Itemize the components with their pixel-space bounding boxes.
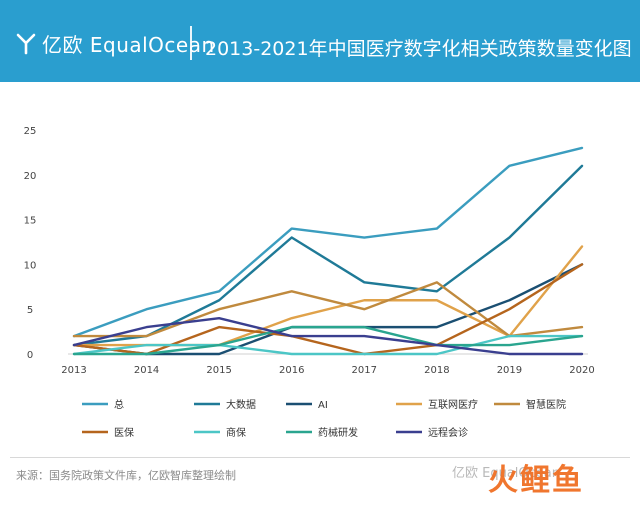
series-line <box>72 325 584 356</box>
legend-label: 互联网医疗 <box>428 398 478 411</box>
legend-label: 大数据 <box>226 398 256 411</box>
x-tick-label: 2014 <box>134 365 159 376</box>
x-tick-label: 2015 <box>206 365 231 376</box>
y-tick-label: 10 <box>24 260 37 271</box>
legend-label: 商保 <box>226 426 246 439</box>
logo: 亿欧 EqualOcean <box>16 29 215 58</box>
line-chart: 0 5 10 15 20 25 2013 2014 2015 2016 2017 2018 2019 20… <box>24 126 595 439</box>
legend-label: 智慧医院 <box>526 398 566 411</box>
y-tick-label: 25 <box>24 126 37 137</box>
header-divider <box>190 26 192 60</box>
legend-label: 药械研发 <box>318 426 358 439</box>
series-line <box>72 316 584 356</box>
x-tick-label: 2018 <box>424 365 449 376</box>
x-tick-label: 2016 <box>279 365 304 376</box>
x-tick-label: 2017 <box>352 365 377 376</box>
series-line <box>72 281 584 338</box>
series-line <box>72 146 584 338</box>
x-tick-label: 2013 <box>61 365 86 376</box>
y-tick-label: 5 <box>27 305 33 316</box>
series-line <box>72 263 584 356</box>
page-title: 2013-2021年中国医疗数字化相关政策数量变化图 <box>205 38 632 60</box>
header-banner: 亿欧 EqualOcean 2013-2021年中国医疗数字化相关政策数量变化图 <box>0 0 640 82</box>
x-tick-label: 2019 <box>497 365 522 376</box>
logo-text: 亿欧 EqualOcean <box>42 33 215 57</box>
y-tick-label: 15 <box>24 216 37 227</box>
legend-label: 医保 <box>114 426 134 439</box>
equalocean-logo-icon <box>16 33 36 54</box>
x-tick-label: 2020 <box>569 365 594 376</box>
legend-label: 远程会诊 <box>428 426 468 439</box>
series-line <box>72 164 584 347</box>
source-note: 来源：国务院政策文件库，亿欧智库整理绘制 <box>16 469 236 482</box>
legend-label: AI <box>318 400 328 411</box>
watermark-logo: 火鲤鱼 <box>488 463 584 498</box>
legend-label: 总 <box>114 398 124 411</box>
series-line <box>72 334 584 356</box>
footer-divider <box>10 457 630 458</box>
y-tick-label: 20 <box>24 171 37 182</box>
watermark-text: 亿欧 EqualOcean <box>452 466 560 481</box>
y-tick-label: 0 <box>27 350 33 361</box>
